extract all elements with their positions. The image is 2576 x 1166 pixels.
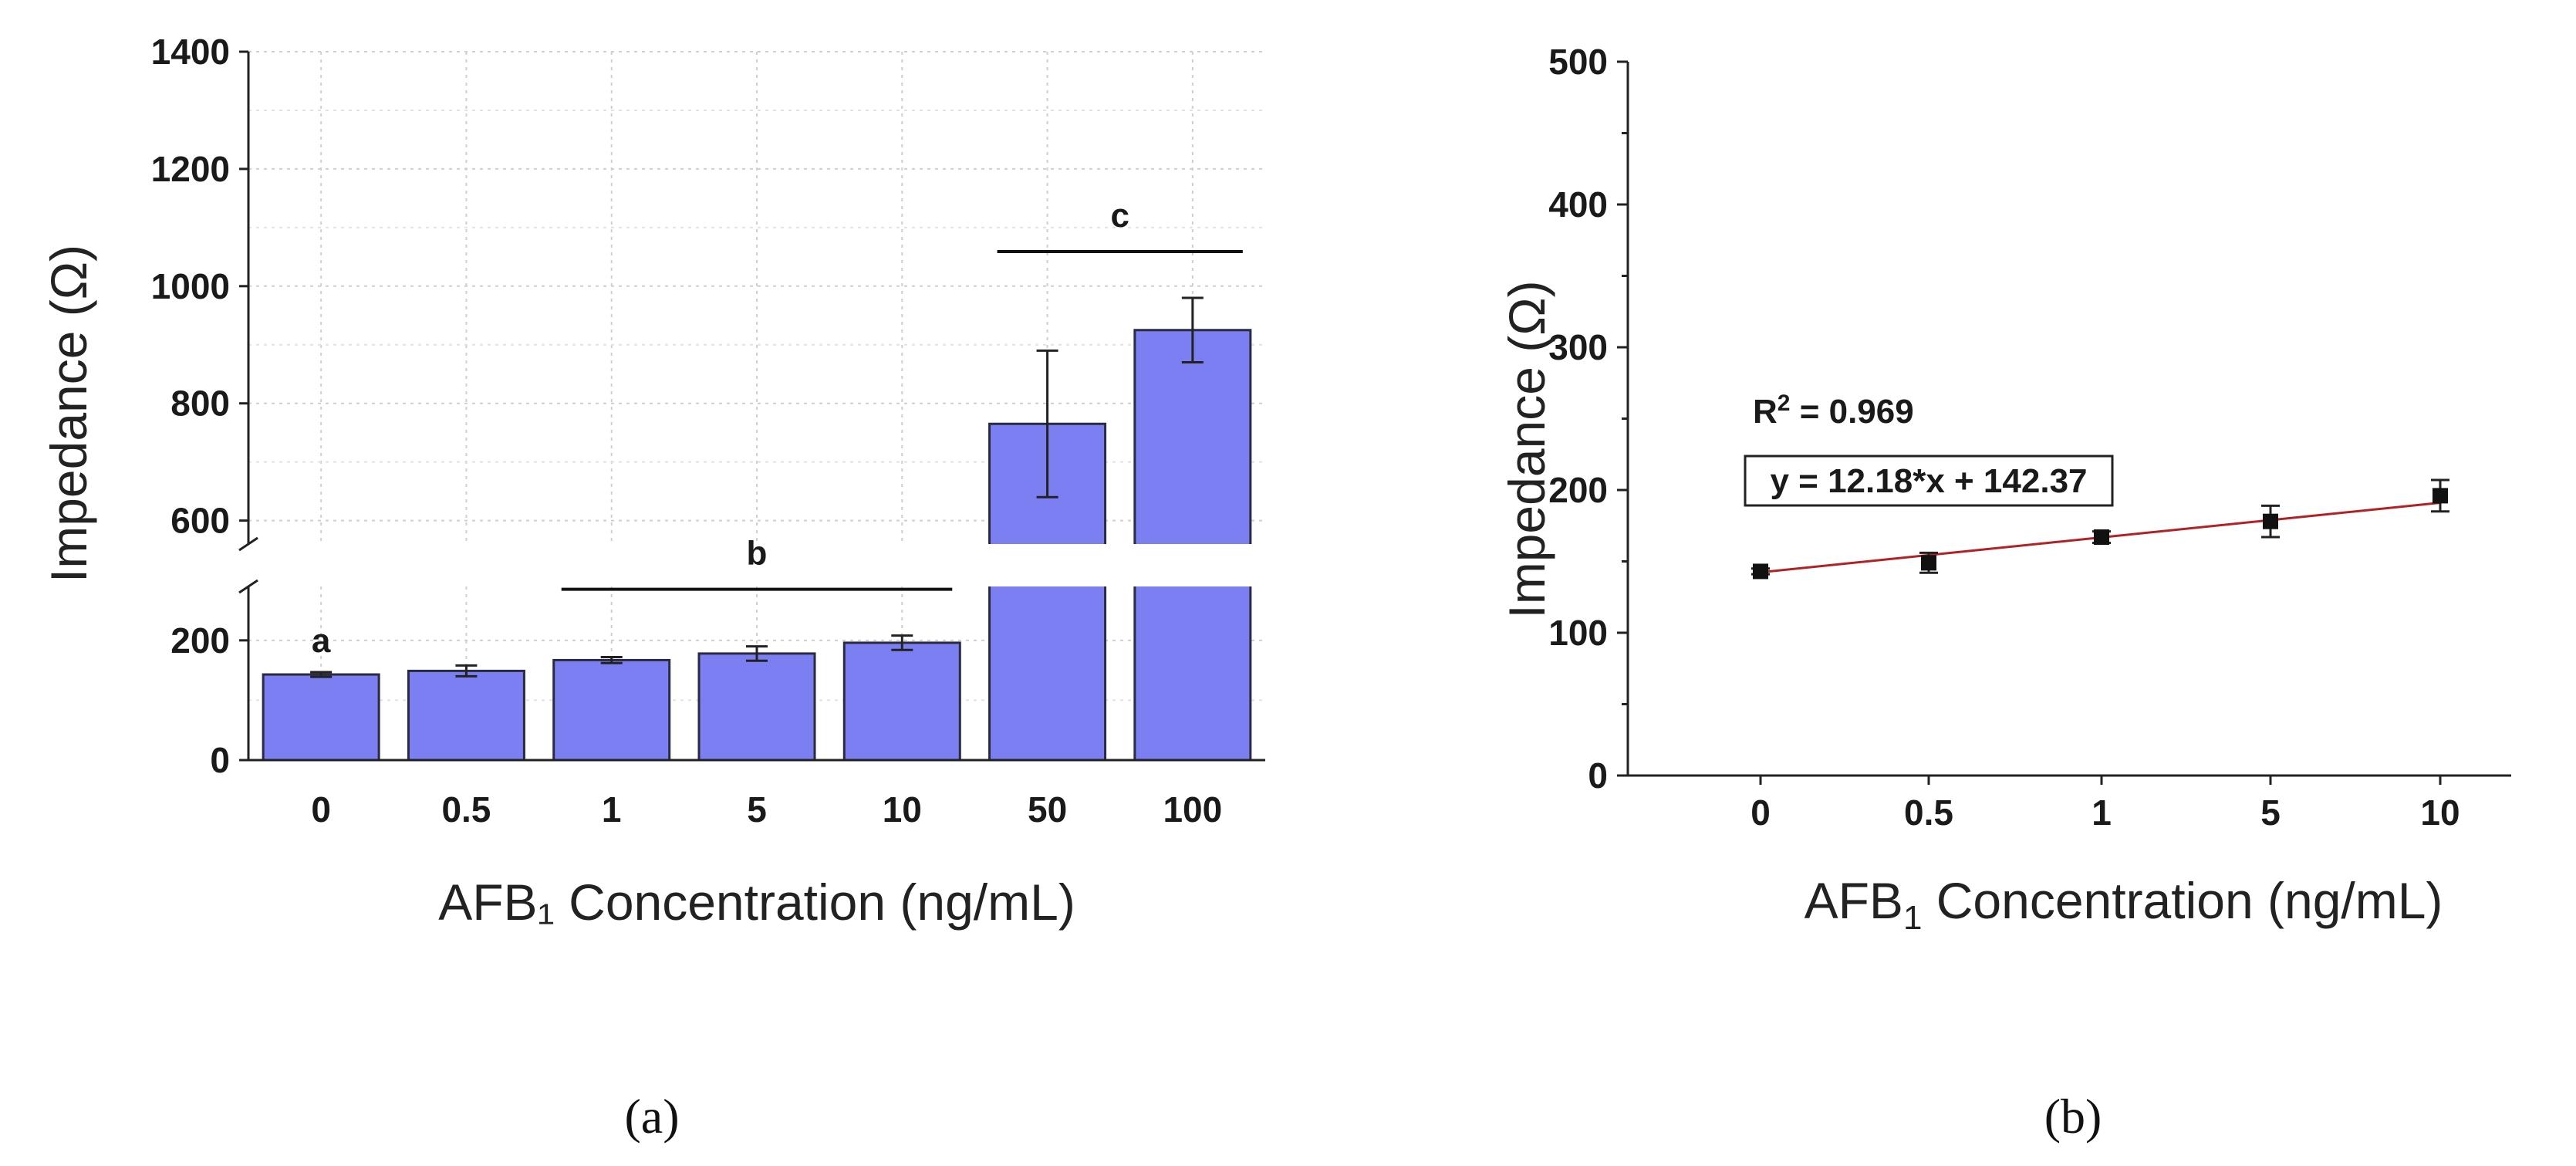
x-tick-label: 10: [883, 789, 922, 830]
y-tick-label: 200: [170, 620, 230, 661]
y-tick-label: 1400: [151, 32, 230, 72]
x-axis-title: AFB1 Concentration (ng/mL): [1805, 872, 2443, 937]
annotations-group: a b c: [312, 197, 1243, 660]
bar-lower-segment: [989, 586, 1106, 760]
points-group: [1751, 478, 2449, 580]
panel-label-b: (b): [2044, 1089, 2102, 1144]
data-point: [2433, 488, 2448, 504]
y-tick-label: 100: [1548, 613, 1608, 653]
y-tick-label: 800: [170, 384, 230, 424]
y-tick-label: 200: [1548, 470, 1608, 510]
x-tick-label: 1: [602, 789, 622, 830]
bar: [552, 658, 671, 762]
y-tick-label: 1000: [151, 266, 230, 306]
axes-group: 0 100 200 300 400 500 0 0.5 1 5 10: [1548, 42, 2511, 833]
x-tick-label: 100: [1163, 789, 1222, 830]
group-label: a: [312, 622, 331, 660]
group-label: b: [747, 535, 768, 573]
chart-panel-b: 0 100 200 300 400 500 0 0.5 1 5 10 R2 = 0.969 y = 12…: [1498, 42, 2511, 1144]
bars-group: [262, 329, 1252, 762]
x-tick-label: 0.5: [1904, 793, 1953, 833]
y-tick-label: 0: [210, 740, 230, 780]
bar: [842, 641, 961, 762]
r-squared-label: R2 = 0.969: [1753, 390, 1914, 431]
bar: [262, 673, 380, 762]
chart-panel-a: 600 800 1000 1200 1400 0 200 0 0.5 1 5 10 50 100 a b c Im…: [40, 32, 1265, 1144]
axis-break-mark: [238, 579, 258, 594]
y-tick-label: 600: [170, 501, 230, 541]
data-point: [1921, 555, 1936, 571]
x-tick-label: 5: [747, 789, 767, 830]
y-tick-label: 0: [1588, 755, 1608, 796]
x-tick-label: 5: [2260, 793, 2281, 833]
y-axis-title: Impedance (Ω): [40, 245, 97, 583]
equation-label: y = 12.18*x + 142.37: [1770, 462, 2087, 500]
x-tick-label: 50: [1028, 789, 1067, 830]
data-point: [2263, 513, 2278, 529]
y-tick-label: 500: [1548, 42, 1608, 82]
y-tick-label: 400: [1548, 184, 1608, 225]
data-point: [2094, 529, 2109, 546]
panel-label-a: (a): [624, 1089, 679, 1144]
bar-upper-segment: [1134, 330, 1251, 544]
x-tick-label: 0.5: [441, 789, 491, 830]
annotations-group: R2 = 0.969 y = 12.18*x + 142.37: [1744, 390, 2114, 507]
axis-break-mark: [238, 536, 258, 552]
y-axis-title: Impedance (Ω): [1498, 280, 1555, 618]
y-tick-label: 300: [1548, 327, 1608, 367]
bar: [697, 652, 816, 762]
y-tick-label: 1200: [151, 149, 230, 189]
x-tick-label: 0: [1751, 793, 1771, 833]
group-label: c: [1110, 197, 1129, 235]
bar-lower-segment: [1134, 586, 1251, 760]
axes-group: 600 800 1000 1200 1400 0 200 0 0.5 1 5 10 50 100: [151, 32, 1265, 830]
equation-box: [1744, 455, 2114, 507]
x-tick-label: 0: [311, 789, 331, 830]
data-point: [1753, 563, 1768, 580]
x-tick-label: 10: [2420, 793, 2460, 833]
bar: [407, 669, 525, 762]
error-bars-group: [310, 296, 1204, 678]
x-tick-label: 1: [2092, 793, 2112, 833]
x-axis-title: AFB₁ Concentration (ng/mL): [438, 874, 1075, 931]
